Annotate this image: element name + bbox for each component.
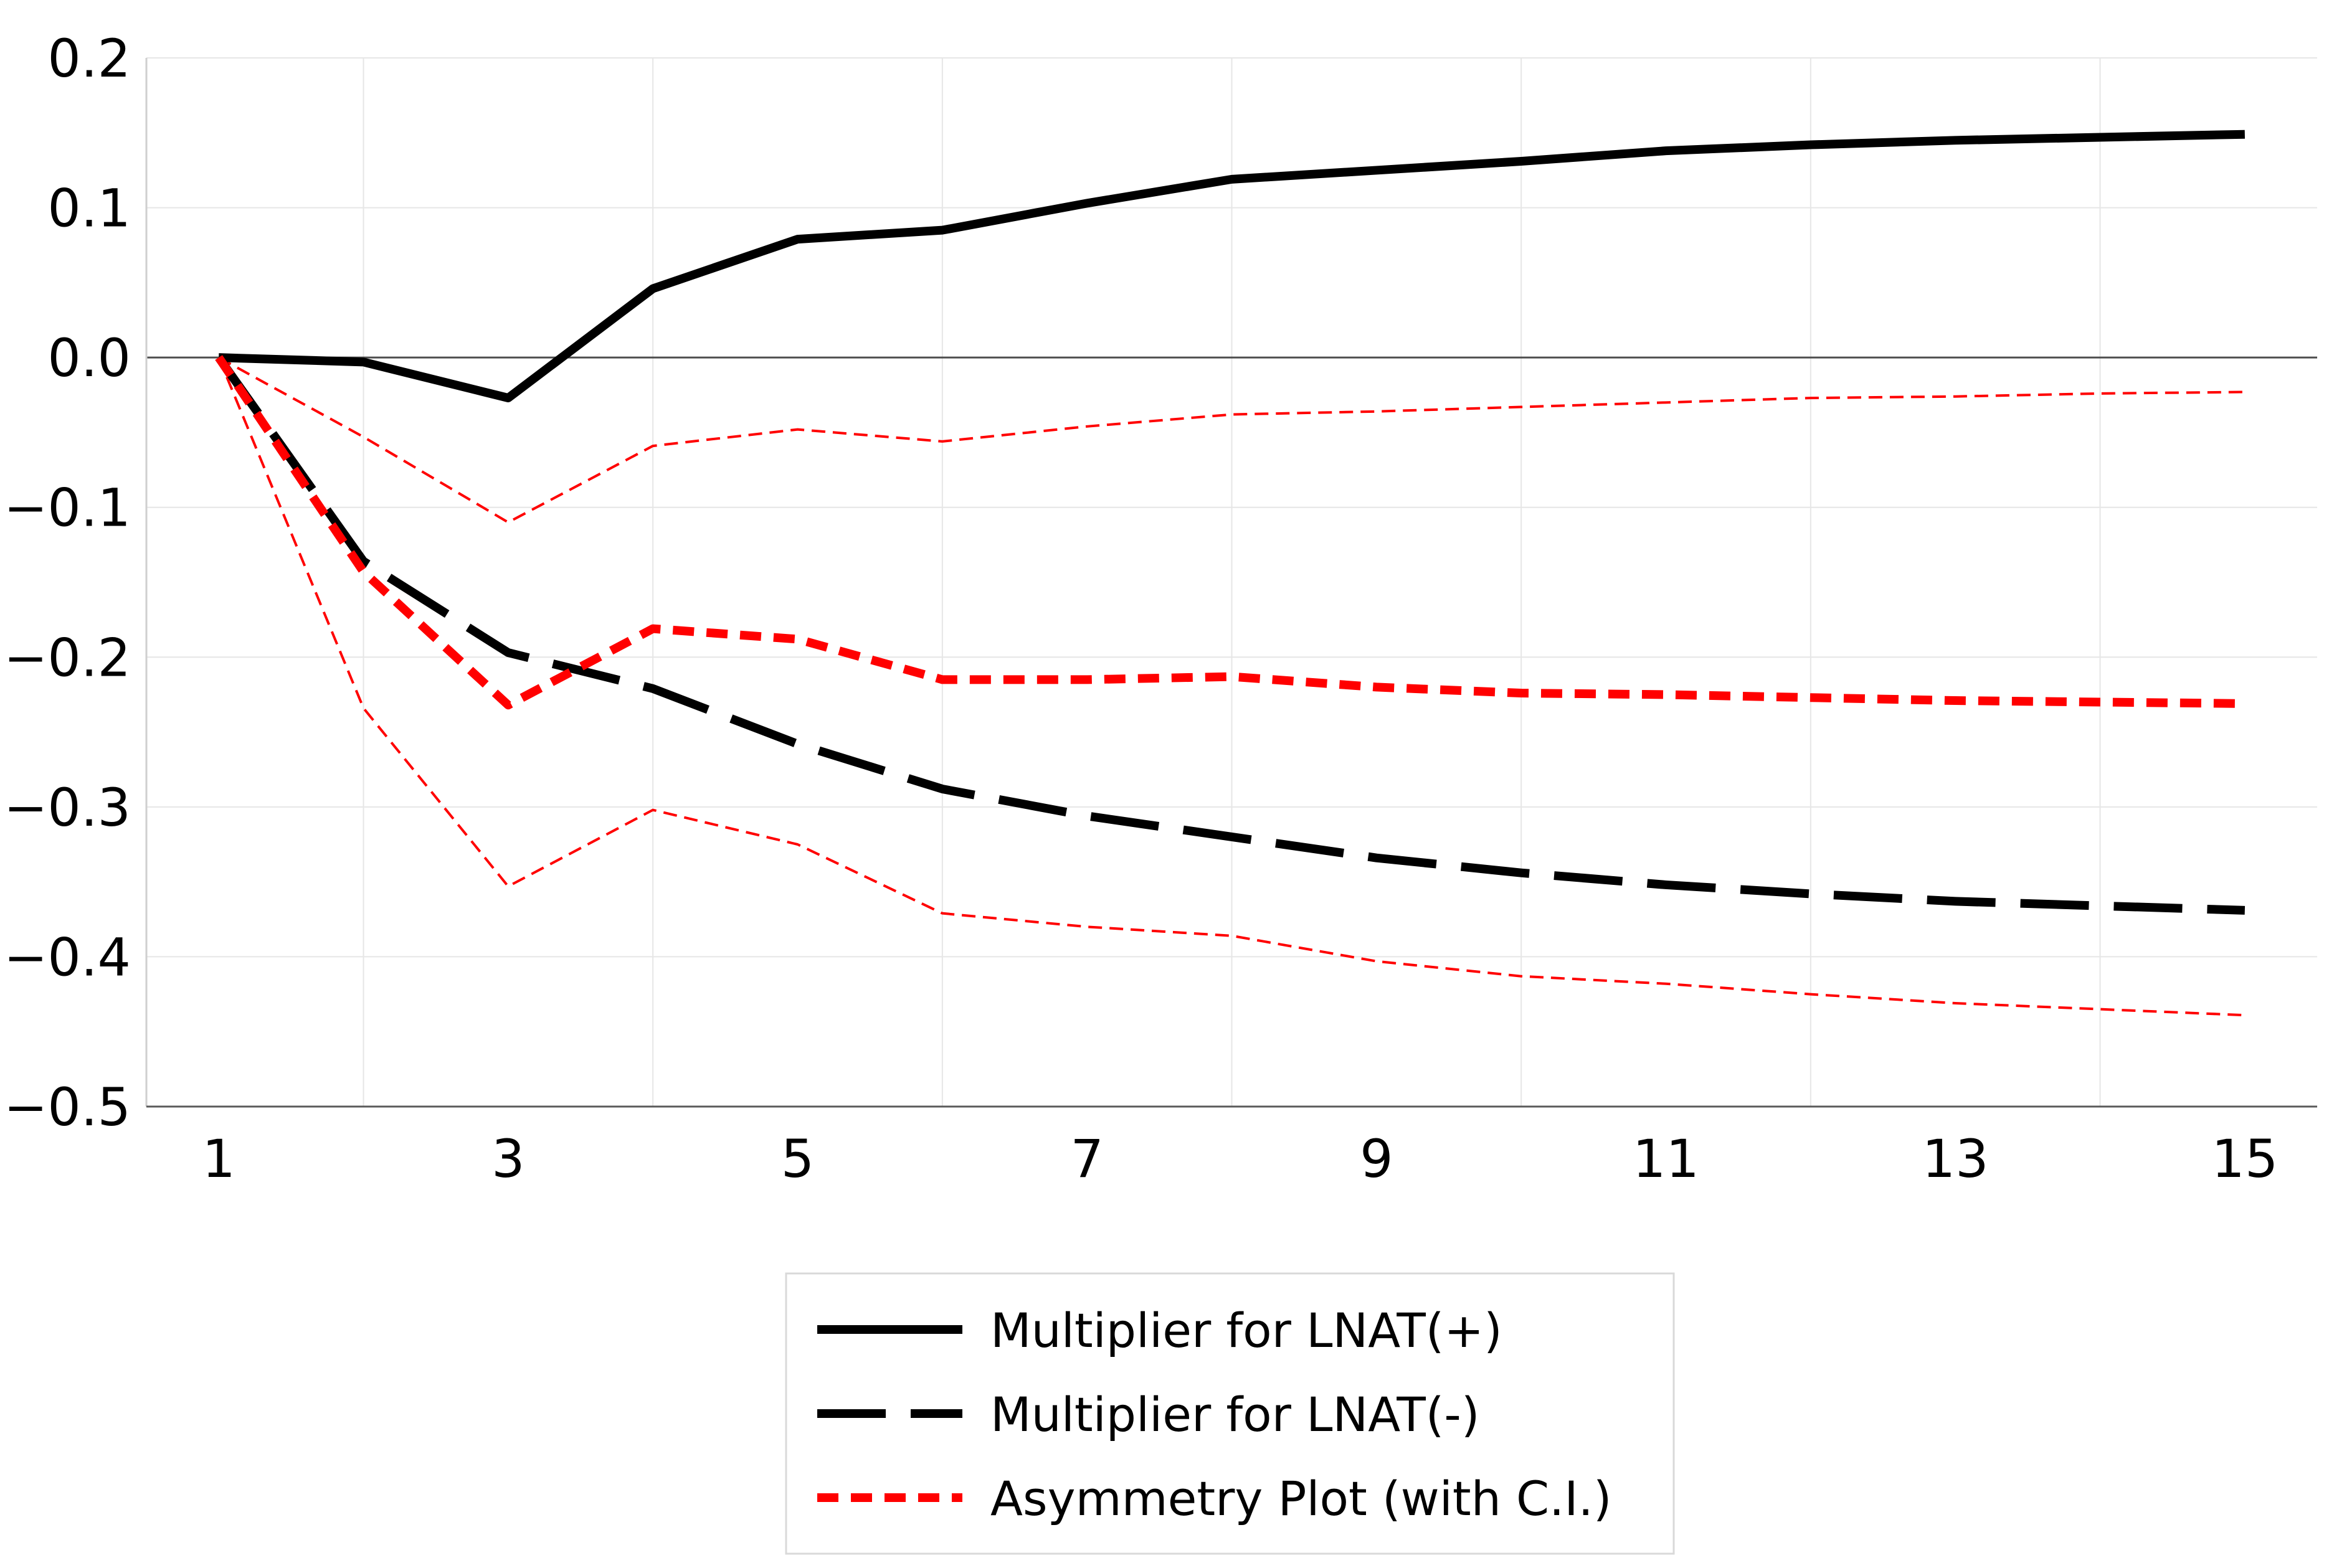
- x-tick-label: 5: [781, 1128, 814, 1189]
- series-lines: [215, 130, 2246, 1017]
- y-tick-label: −0.5: [4, 1077, 131, 1138]
- series-line-pos: [218, 130, 2245, 403]
- series-line-ci_upper: [218, 356, 2245, 524]
- x-tick-label: 7: [1070, 1128, 1103, 1189]
- x-tick-label: 9: [1360, 1128, 1393, 1189]
- legend: Multiplier for LNAT(+) Multiplier for LNA…: [785, 1272, 1675, 1555]
- series-line-asym: [215, 355, 2245, 710]
- series-line-neg: [215, 355, 2246, 915]
- y-tick-label: −0.3: [4, 777, 131, 838]
- x-tick-label: 1: [202, 1128, 235, 1189]
- x-tick-label: 15: [2211, 1128, 2278, 1189]
- y-tick-label: −0.2: [4, 627, 131, 688]
- x-tick-label: 3: [491, 1128, 524, 1189]
- y-tick-label: 0.0: [47, 328, 131, 389]
- x-tick-label: 13: [1922, 1128, 1989, 1189]
- x-tick-label: 11: [1633, 1128, 1699, 1189]
- series-line-ci_lower: [217, 357, 2245, 1017]
- legend-label-asym: Asymmetry Plot (with C.I.): [990, 1471, 1611, 1526]
- y-tick-label: 0.2: [47, 28, 131, 89]
- y-tick-label: −0.1: [4, 478, 131, 539]
- legend-label-neg: Multiplier for LNAT(-): [990, 1387, 1480, 1442]
- y-tick-label: −0.4: [4, 927, 131, 988]
- legend-label-pos: Multiplier for LNAT(+): [990, 1303, 1502, 1358]
- grid-lines: [146, 57, 2317, 1107]
- tick-labels: 0.20.10.0−0.1−0.2−0.3−0.4−0.51 3 5 7 9 11 13 15: [4, 28, 2278, 1189]
- axes: [145, 58, 2317, 1108]
- y-tick-label: 0.1: [47, 178, 131, 239]
